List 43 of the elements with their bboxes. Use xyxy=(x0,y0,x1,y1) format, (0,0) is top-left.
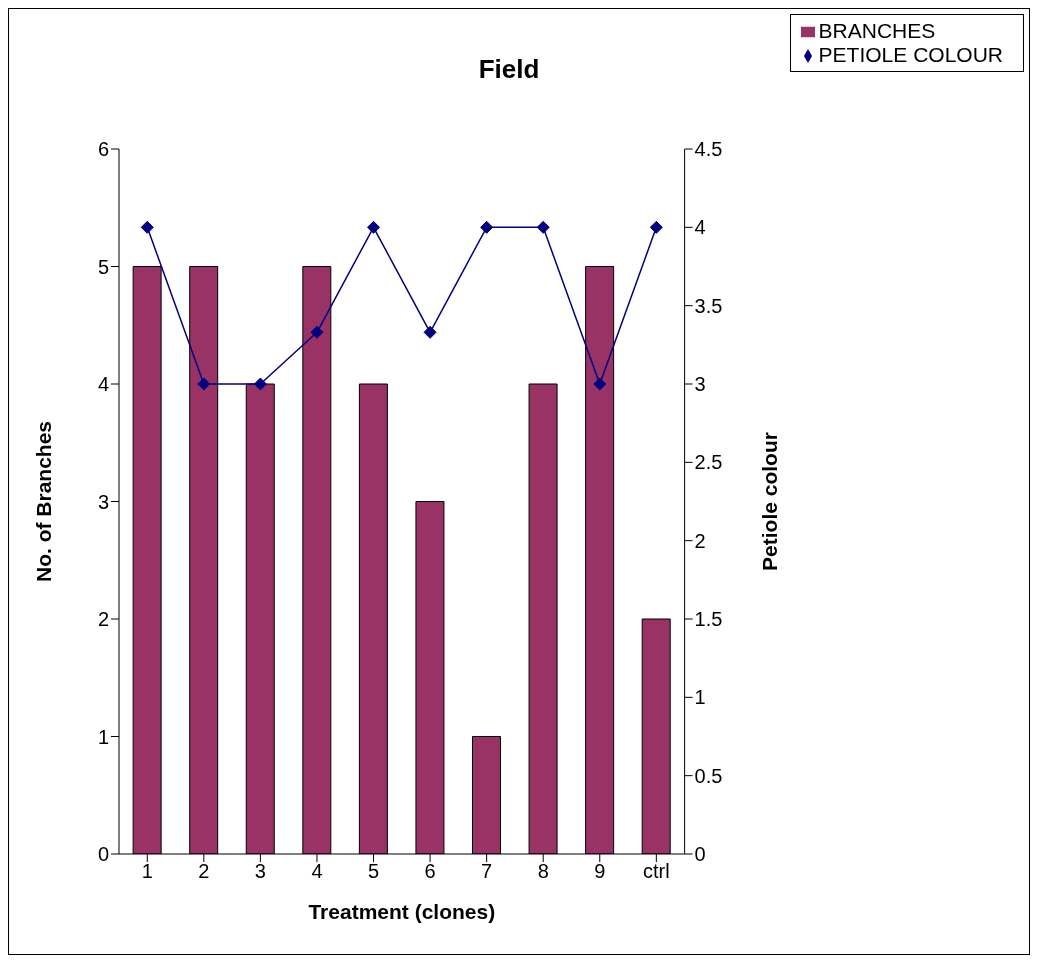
y-tick-label: 6 xyxy=(97,138,109,161)
y2-tick-label: 2 xyxy=(694,529,706,552)
point xyxy=(197,377,211,391)
y2-tick-label: 1 xyxy=(694,686,706,709)
x-tick-label: 3 xyxy=(254,860,266,883)
y2-tick-label: 0.5 xyxy=(694,764,723,787)
y2-tick-label: 1.5 xyxy=(694,608,723,631)
legend-label: BRANCHES xyxy=(818,19,936,42)
point xyxy=(536,220,550,234)
y2-tick-label: 2.5 xyxy=(694,451,723,474)
y2-tick-label: 4 xyxy=(694,216,706,239)
x-tick-label: 9 xyxy=(594,860,606,883)
y2-tick-label: 3 xyxy=(694,373,706,396)
y-tick-label: 1 xyxy=(97,725,109,748)
x-tick-label: 1 xyxy=(141,860,153,883)
point xyxy=(423,325,437,339)
y-tick-label: 0 xyxy=(97,843,109,866)
point xyxy=(480,220,494,234)
y2-axis-title: Petiole colour xyxy=(758,432,782,571)
point xyxy=(649,220,663,234)
y2-tick-label: 0 xyxy=(694,843,706,866)
chart-title: Field xyxy=(478,54,540,84)
y-tick-label: 2 xyxy=(97,608,109,631)
x-tick-label: 4 xyxy=(311,860,323,883)
y2-tick-label: 3.5 xyxy=(694,294,723,317)
x-tick-label: 8 xyxy=(537,860,549,883)
point xyxy=(253,377,267,391)
x-tick-label: ctrl xyxy=(642,860,670,883)
x-tick-label: 2 xyxy=(198,860,210,883)
x-tick-label: 5 xyxy=(367,860,380,883)
point xyxy=(593,377,607,391)
x-tick-label: 6 xyxy=(424,860,436,883)
y-tick-label: 5 xyxy=(97,255,109,278)
point xyxy=(367,220,381,234)
y-tick-label: 4 xyxy=(97,373,109,396)
legend-label: PETIOLE COLOUR xyxy=(818,43,1003,66)
point xyxy=(140,220,154,234)
point xyxy=(310,325,324,339)
y2-tick-label: 4.5 xyxy=(694,138,723,161)
x-tick-label: 7 xyxy=(481,860,493,883)
y-axis-title: No. of Branches xyxy=(32,420,56,583)
y-tick-label: 3 xyxy=(97,490,109,513)
x-axis-title: Treatment (clones) xyxy=(308,900,496,923)
